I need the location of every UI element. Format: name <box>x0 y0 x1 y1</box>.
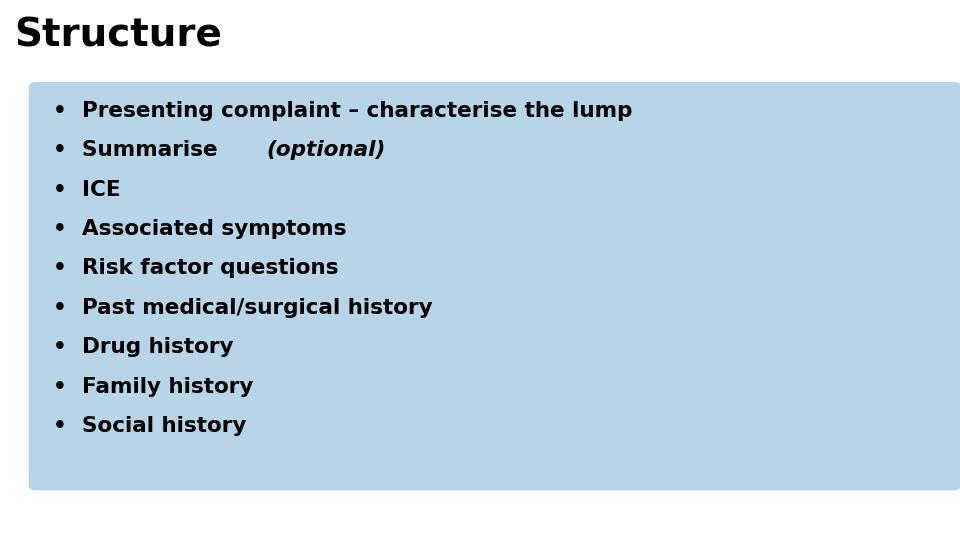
Text: •: • <box>53 298 66 318</box>
Text: •: • <box>53 376 66 397</box>
Text: •: • <box>53 258 66 279</box>
Text: •: • <box>53 416 66 436</box>
Text: •: • <box>53 337 66 357</box>
Text: •: • <box>53 179 66 200</box>
Text: Drug history: Drug history <box>82 337 233 357</box>
Text: •: • <box>53 140 66 160</box>
Text: Summarise: Summarise <box>82 140 225 160</box>
Text: Presenting complaint – characterise the lump: Presenting complaint – characterise the … <box>82 100 632 121</box>
Text: •: • <box>53 100 66 121</box>
Text: Past medical/surgical history: Past medical/surgical history <box>82 298 432 318</box>
Text: Family history: Family history <box>82 376 253 397</box>
Text: Associated symptoms: Associated symptoms <box>82 219 347 239</box>
Text: •: • <box>53 219 66 239</box>
Text: Risk factor questions: Risk factor questions <box>82 258 338 279</box>
Text: Social history: Social history <box>82 416 246 436</box>
FancyBboxPatch shape <box>29 82 960 490</box>
Text: (optional): (optional) <box>266 140 386 160</box>
Text: ICE: ICE <box>82 179 120 200</box>
Text: Structure: Structure <box>14 16 223 54</box>
